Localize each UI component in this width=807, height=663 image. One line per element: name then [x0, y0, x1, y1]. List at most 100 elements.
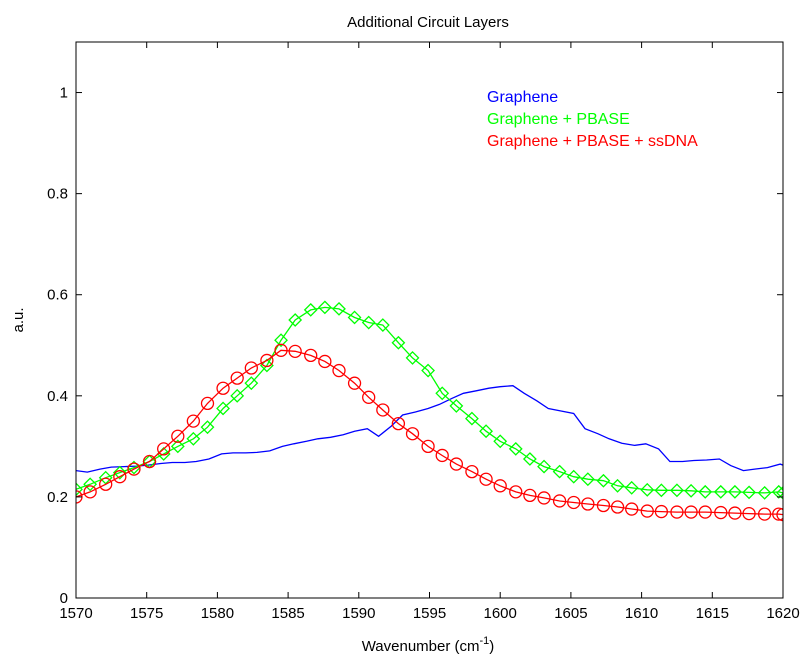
data-point-graphene-pbase-ssdna: [465, 464, 479, 479]
data-point-graphene-pbase-ssdna: [537, 491, 551, 505]
data-point-graphene-pbase: [610, 478, 625, 493]
data-point-graphene-pbase-ssdna: [757, 507, 772, 521]
x-tick-label: 1615: [696, 605, 729, 622]
data-point-graphene-pbase: [332, 301, 346, 316]
data-point-graphene-pbase: [479, 424, 493, 439]
data-point-graphene-pbase-ssdna: [610, 500, 625, 514]
x-tick-label: 1600: [484, 605, 517, 622]
data-point-graphene-pbase-ssdna: [127, 462, 141, 476]
data-point-graphene-pbase-ssdna: [670, 505, 684, 519]
data-point-graphene-pbase-ssdna: [698, 505, 712, 519]
data-point-graphene-pbase: [361, 315, 376, 330]
data-point-graphene-pbase-ssdna: [216, 381, 230, 395]
data-point-graphene-pbase-ssdna: [776, 507, 783, 522]
data-point-graphene-pbase: [449, 399, 464, 413]
data-point-graphene-pbase-ssdna: [83, 485, 97, 499]
x-tick-label: 1620: [766, 605, 799, 622]
y-tick-label: 0.6: [47, 287, 68, 304]
legend-entry-graphene-pbase: Graphene + PBASE: [487, 111, 630, 128]
x-axis-label-superscript: -1: [480, 635, 490, 647]
data-point-graphene-pbase: [317, 300, 332, 315]
x-axis-label-end: ): [489, 638, 494, 655]
data-point-graphene-pbase: [552, 464, 567, 479]
data-point-graphene-pbase-ssdna: [332, 363, 346, 378]
x-tick-label: 1590: [342, 605, 375, 622]
data-point-graphene-pbase-ssdna: [347, 376, 362, 390]
legend: Graphene Graphene + PBASE Graphene + PBASE…: [487, 89, 698, 150]
data-point-graphene-pbase: [435, 386, 450, 401]
data-point-graphene-pbase-ssdna: [274, 343, 288, 357]
y-tick-label: 1: [60, 85, 68, 102]
tick-layer: 1570 1575 1580 1585 1590 1595 1600 1605 1610 1615…: [47, 42, 800, 622]
data-point-graphene-pbase-ssdna: [714, 505, 728, 520]
legend-entry-graphene-pbase-ssdna: Graphene + PBASE + ssDNA: [487, 133, 698, 150]
data-point-graphene-pbase-ssdna: [288, 344, 302, 358]
series-line-graphene-pbase: [76, 306, 783, 494]
data-point-graphene-pbase: [216, 401, 230, 416]
data-point-graphene-pbase: [274, 333, 288, 348]
data-point-graphene-pbase-ssdna: [435, 448, 449, 463]
x-tick-label: 1595: [413, 605, 446, 622]
series-line-graphene: [76, 385, 783, 473]
legend-entry-graphene: Graphene: [487, 89, 558, 106]
data-point-graphene-pbase-ssdna: [260, 353, 274, 368]
data-point-graphene-pbase: [170, 439, 185, 454]
y-tick-label: 0.8: [47, 186, 68, 203]
data-point-graphene-pbase: [230, 388, 245, 403]
data-point-graphene-pbase: [288, 313, 303, 327]
data-point-graphene-pbase: [303, 302, 318, 317]
data-point-graphene-pbase-ssdna: [596, 498, 611, 513]
data-point-graphene-pbase-ssdna: [304, 348, 318, 363]
series-line-graphene-pbase-ssdna: [76, 349, 783, 516]
data-point-graphene-pbase: [640, 482, 655, 497]
data-point-graphene-pbase-ssdna: [200, 396, 215, 411]
data-point-graphene-pbase-ssdna: [99, 477, 113, 491]
x-tick-label: 1585: [271, 605, 304, 622]
data-point-graphene-pbase-ssdna: [479, 472, 493, 486]
data-point-graphene-pbase: [742, 485, 756, 500]
x-tick-label: 1580: [201, 605, 234, 622]
data-point-graphene-pbase: [508, 441, 523, 456]
x-axis-label: Wavenumber (cm-1): [362, 635, 495, 655]
data-point-graphene-pbase: [684, 483, 699, 498]
data-point-graphene-pbase-ssdna: [772, 507, 783, 521]
data-point-graphene-pbase: [522, 452, 537, 466]
data-point-graphene-pbase-ssdna: [567, 495, 581, 510]
data-point-graphene-pbase-ssdna: [230, 371, 244, 385]
data-point-graphene-pbase-ssdna: [421, 439, 435, 454]
data-point-graphene-pbase-ssdna: [523, 488, 537, 503]
data-point-graphene-pbase: [76, 482, 83, 497]
data-point-graphene-pbase-ssdna: [362, 390, 376, 404]
data-point-graphene-pbase-ssdna: [244, 361, 258, 375]
data-point-graphene-pbase-ssdna: [405, 427, 420, 441]
data-point-graphene-pbase-ssdna: [728, 506, 742, 520]
series-layer: [76, 300, 783, 522]
data-point-graphene-pbase-ssdna: [625, 502, 639, 516]
data-point-graphene-pbase: [493, 434, 508, 449]
data-point-graphene-pbase: [537, 459, 551, 474]
data-point-graphene-pbase-ssdna: [581, 497, 595, 511]
x-tick-label: 1610: [625, 605, 658, 622]
data-point-graphene-pbase: [127, 460, 141, 475]
data-point-graphene-pbase: [391, 335, 406, 350]
data-point-graphene-pbase-ssdna: [171, 429, 185, 443]
x-tick-label: 1570: [59, 605, 92, 622]
x-tick-label: 1575: [130, 605, 163, 622]
data-point-graphene-pbase: [670, 483, 684, 498]
data-point-graphene-pbase: [566, 469, 581, 484]
data-point-graphene-pbase: [405, 350, 420, 365]
data-point-graphene-pbase: [421, 363, 436, 378]
data-point-graphene-pbase-ssdna: [654, 504, 669, 519]
chart-title: Additional Circuit Layers: [347, 14, 509, 31]
y-tick-label: 0: [60, 590, 68, 607]
data-point-graphene-pbase: [596, 473, 611, 488]
data-point-graphene-pbase-ssdna: [640, 504, 654, 518]
data-point-graphene-pbase-ssdna: [113, 470, 127, 484]
data-point-graphene-pbase-ssdna: [186, 414, 201, 428]
data-point-graphene-pbase-ssdna: [449, 457, 464, 471]
data-point-graphene-pbase: [654, 483, 669, 498]
data-point-graphene-pbase-ssdna: [742, 506, 756, 521]
y-tick-label: 0.2: [47, 489, 68, 506]
